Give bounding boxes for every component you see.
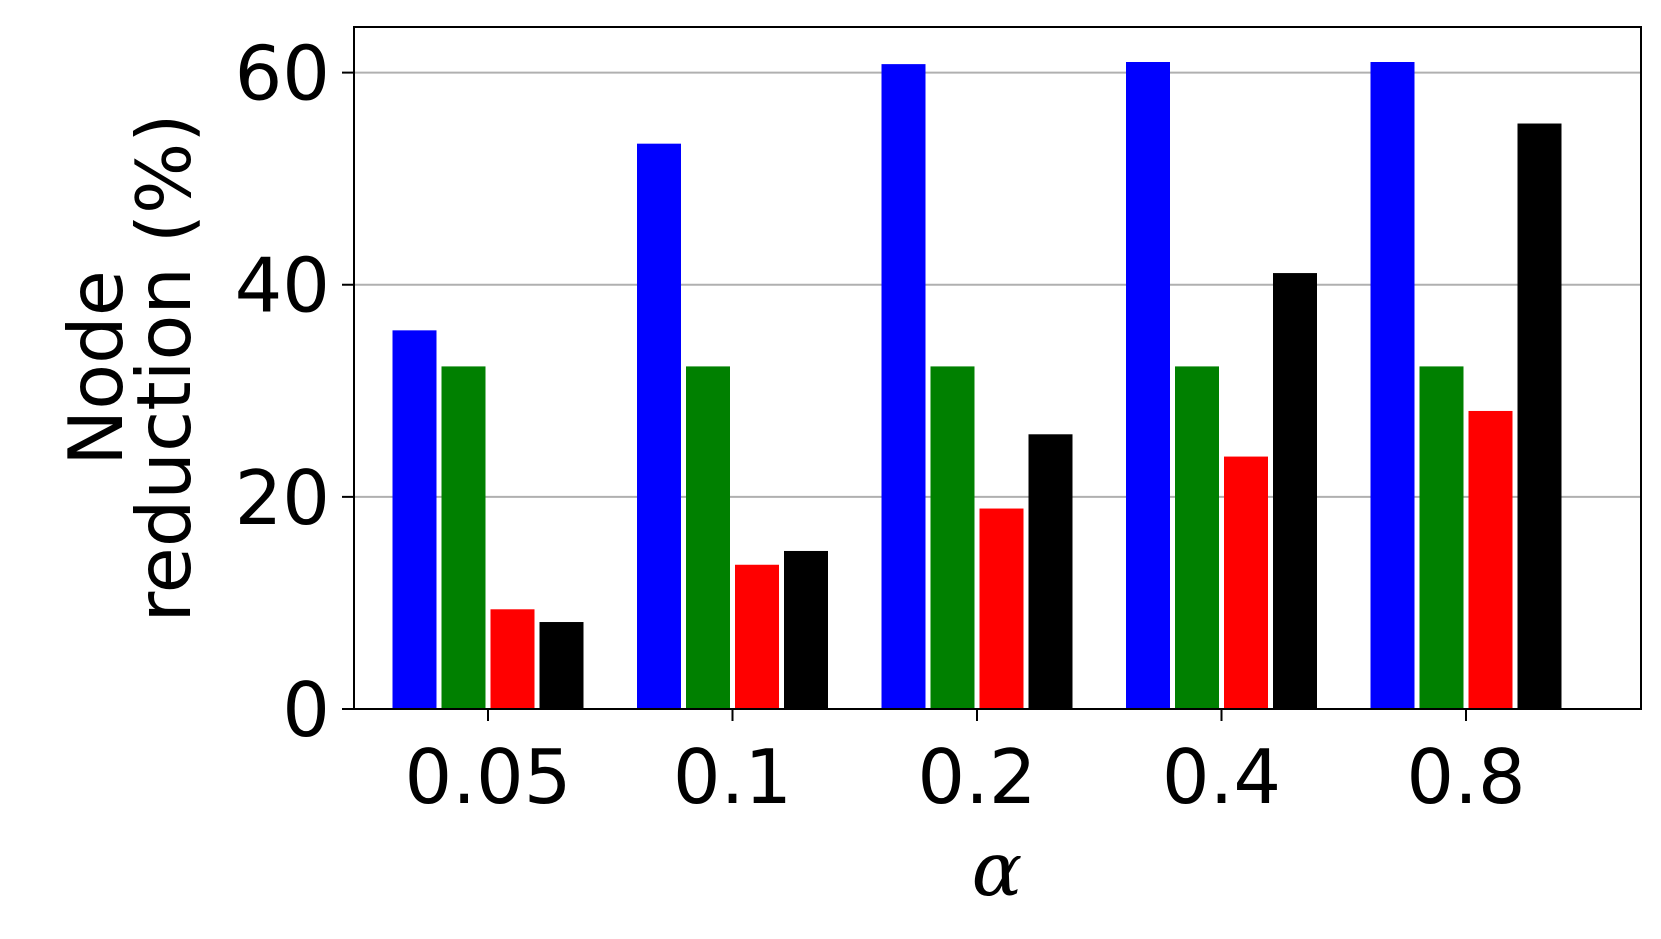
bar [1126, 62, 1170, 709]
x-tick-label: 0.8 [1406, 733, 1525, 821]
bar [881, 64, 926, 709]
bar [441, 366, 486, 709]
plot-frame [353, 26, 1642, 710]
y-axis-ticks: 0 20 40 60 [235, 30, 354, 754]
y-tick-label: 20 [235, 454, 330, 542]
bar [979, 508, 1024, 709]
x-tick-label: 0.1 [673, 733, 792, 821]
x-tick-label: 0.2 [917, 733, 1036, 821]
x-axis-label: α [972, 825, 1023, 913]
y-axis-label-line-2: reduction (%) [120, 114, 208, 623]
x-tick-label: 0.05 [405, 733, 572, 821]
y-axis-label-line-1: Node [52, 270, 140, 466]
bar [539, 622, 584, 709]
bar [686, 366, 730, 709]
bar [1175, 366, 1219, 709]
y-tick-label: 0 [282, 666, 330, 754]
bar [1370, 62, 1415, 709]
bar [1419, 366, 1464, 709]
bar [637, 143, 681, 709]
bar [1273, 273, 1317, 709]
x-tick-label: 0.4 [1162, 733, 1281, 821]
bar [1028, 434, 1073, 709]
bar [392, 330, 437, 709]
bar [930, 366, 975, 709]
bar [784, 550, 828, 709]
bars [392, 62, 1562, 710]
x-axis-ticks: 0.05 0.1 0.2 0.4 0.8 [405, 709, 1526, 821]
bar [490, 609, 535, 709]
bar [1468, 410, 1513, 709]
y-axis-label: Node reduction (%) [52, 114, 208, 623]
bar [1224, 456, 1268, 709]
y-tick-label: 40 [235, 242, 330, 330]
bar [1517, 123, 1562, 710]
y-tick-label: 60 [235, 30, 330, 118]
bar [735, 564, 779, 709]
